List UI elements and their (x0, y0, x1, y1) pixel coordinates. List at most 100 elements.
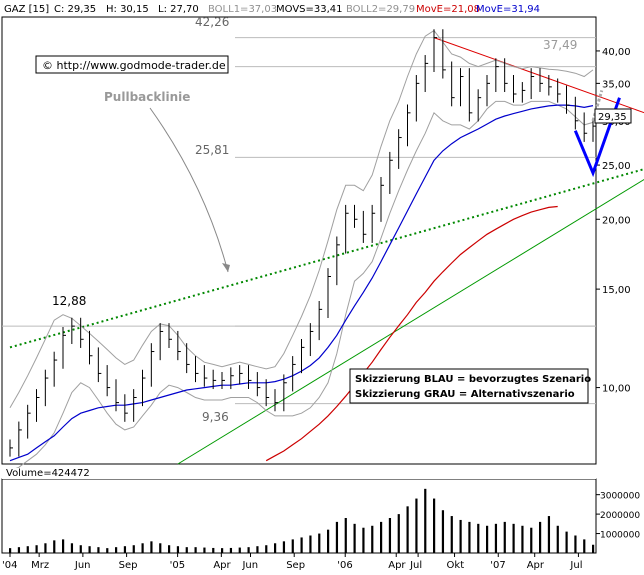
x-tick-label: '04 (2, 560, 17, 571)
header-symbol: GAZ [15] (4, 4, 49, 15)
volume-bar (256, 546, 259, 553)
volume-y-tick-label: 3000000 (600, 492, 640, 502)
volume-bar (556, 525, 559, 553)
volume-bar (229, 547, 233, 553)
trendline-pullback (9, 168, 644, 349)
pullback-label: Pullbacklinie (104, 90, 190, 104)
x-tick-label: Apr (527, 560, 545, 571)
volume-bar (123, 546, 127, 553)
x-tick-label: Mrz (31, 560, 49, 571)
y-tick-label: 25,00 (602, 161, 631, 172)
pullback-arrow-head (222, 263, 230, 272)
volume-bar (300, 537, 303, 553)
x-tick-label: Jun (241, 560, 258, 571)
volume-bar (318, 533, 321, 553)
y-tick-label: 40,00 (602, 47, 631, 58)
header-move-blue: MovE=31,94 (476, 4, 540, 15)
volume-bar (592, 544, 595, 553)
series-bollinger_lower (9, 100, 594, 472)
x-tick-label: Jul (569, 560, 582, 571)
volume-bar (194, 547, 197, 553)
volume-bar (168, 545, 171, 553)
y-tick-label: 20,00 (602, 215, 631, 226)
volume-bar (327, 529, 330, 553)
x-tick-label: Apr (388, 560, 406, 571)
copyright-text: © http://www.godmode-trader.de (42, 59, 226, 72)
volume-bar (203, 547, 206, 553)
volume-bar (247, 547, 250, 553)
volume-y-tick-label: 1000000 (600, 531, 640, 541)
y-tick-label: 35,00 (602, 79, 631, 90)
x-tick-label: Okt (447, 560, 465, 571)
volume-bar (53, 540, 56, 553)
volume-bar (424, 488, 427, 553)
header-movs: MOVS=33,41 (276, 4, 343, 15)
volume-bar (159, 543, 162, 553)
scenario-grey-text: Skizzierung GRAU = Alternativszenario (355, 389, 575, 400)
volume-bar (176, 546, 180, 553)
volume-bar (150, 541, 153, 553)
volume-bar (539, 521, 542, 553)
volume-bar (459, 519, 462, 553)
current-price-label: 29,35 (598, 112, 627, 123)
x-tick-label: Apr (213, 560, 231, 571)
volume-bar (238, 547, 241, 553)
volume-bar (335, 521, 339, 553)
volume-bar (26, 546, 29, 553)
volume-bar (309, 535, 312, 553)
volume-bar (433, 498, 436, 553)
volume-bar (441, 510, 445, 553)
series-ema_red (265, 205, 558, 462)
y-tick-label: 10,00 (602, 384, 631, 395)
volume-bar (9, 548, 12, 553)
volume-bar (415, 498, 418, 553)
volume-bar (547, 516, 551, 553)
x-tick-label: '05 (170, 560, 185, 571)
x-tick-label: Jul (409, 560, 422, 571)
label-12-88: 12,88 (52, 294, 86, 308)
volume-bar (406, 506, 409, 553)
volume-bar (371, 525, 374, 553)
label-25-81: 25,81 (195, 143, 229, 157)
label-37-49: 37,49 (543, 38, 577, 52)
volume-bar (62, 539, 65, 553)
price-frame (1, 16, 597, 465)
volume-bar (450, 516, 453, 553)
volume-bar (44, 543, 47, 553)
volume-bar (106, 548, 109, 553)
current-price-box (594, 108, 632, 124)
y-tick-label: 15,00 (602, 285, 631, 296)
header-boll2: BOLL2=29,79 (346, 4, 415, 15)
volume-bar (35, 545, 38, 553)
volume-bar (503, 521, 506, 553)
volume-bar (185, 547, 188, 553)
label-9-36: 9,36 (202, 410, 229, 424)
volume-bar (397, 514, 400, 553)
volume-bar (274, 543, 277, 553)
volume-bar (212, 547, 215, 553)
volume-bar (521, 525, 524, 553)
volume-bar (282, 541, 286, 553)
header-low: L: 27,70 (158, 4, 199, 15)
volume-bar (79, 545, 82, 553)
pullback-arrow (149, 107, 229, 273)
volume-header-bg (2, 468, 596, 479)
volume-label: Volume=424472 (6, 468, 90, 479)
x-tick-label: Jun (74, 560, 91, 571)
x-tick-label: Sep (119, 560, 138, 571)
trendline-resistance (433, 37, 644, 114)
header-move-red: MovE=21,08 (416, 4, 480, 15)
scenario-grey-path (591, 89, 604, 122)
volume-bar (574, 535, 577, 553)
volume-bar (132, 545, 135, 553)
header-close: C: 29,35 (54, 4, 96, 15)
trendline-green_trend (177, 178, 644, 465)
label-42-26: 42,26 (195, 15, 229, 29)
volume-y-tick-label: 2000000 (600, 511, 640, 521)
volume-bar (115, 547, 118, 553)
volume-bar (265, 545, 268, 553)
